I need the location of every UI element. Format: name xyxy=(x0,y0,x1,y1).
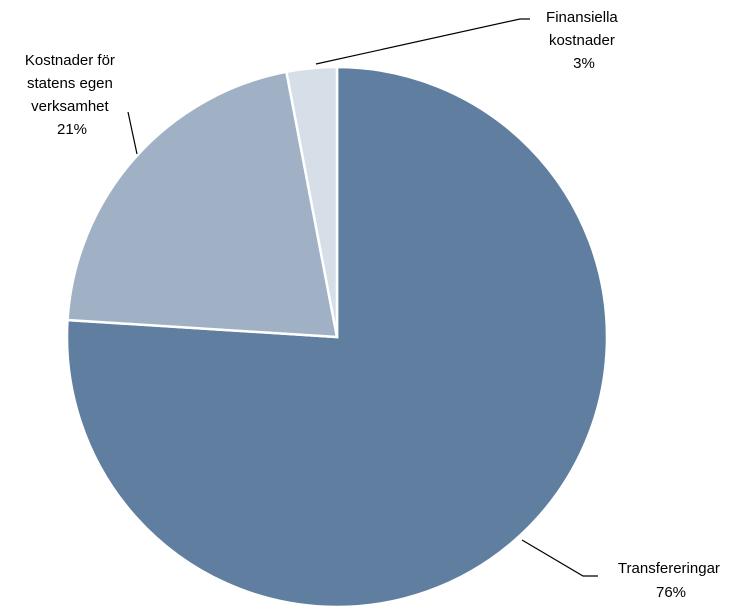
svg-text:Kostnader för statens eg: Kostnader för statens egen verksamhet 21… xyxy=(25,52,119,138)
label-kostnader-line-2: statens egen xyxy=(27,75,113,92)
label-finansiella-percent: 3% xyxy=(573,55,595,72)
leader-line-kostnader-statens-egen xyxy=(127,111,138,155)
label-kostnader-line-1: Kostnader för xyxy=(25,52,115,69)
slice-label-finansiella-kostnader: Finansiella kostnader 3% xyxy=(315,9,622,72)
label-transfereringar-percent: 76% xyxy=(656,584,686,601)
pie-slices xyxy=(65,65,609,607)
label-finansiella-line-2: kostnader xyxy=(549,32,615,49)
leader-line-finansiella xyxy=(315,18,530,65)
slice-label-kostnader-statens-egen: Kostnader för statens egen verksamhet 21… xyxy=(25,52,138,155)
label-kostnader-line-3: verksamhet xyxy=(31,98,109,115)
pie-slice-1 xyxy=(65,65,609,607)
label-finansiella-line-1: Finansiella xyxy=(546,9,618,26)
leader-line-transfereringar xyxy=(521,539,598,577)
svg-text:Transfereringar 76%: Transfereringar 76% xyxy=(618,560,724,601)
pie-slice-2 xyxy=(66,70,339,339)
label-kostnader-percent: 21% xyxy=(57,121,87,138)
svg-text:Finansiella kostnader: Finansiella kostnader 3% xyxy=(546,9,622,72)
pie-slice-3 xyxy=(284,65,339,338)
slice-label-transfereringar: Transfereringar 76% xyxy=(521,539,724,601)
label-transfereringar-line-1: Transfereringar xyxy=(618,560,720,577)
